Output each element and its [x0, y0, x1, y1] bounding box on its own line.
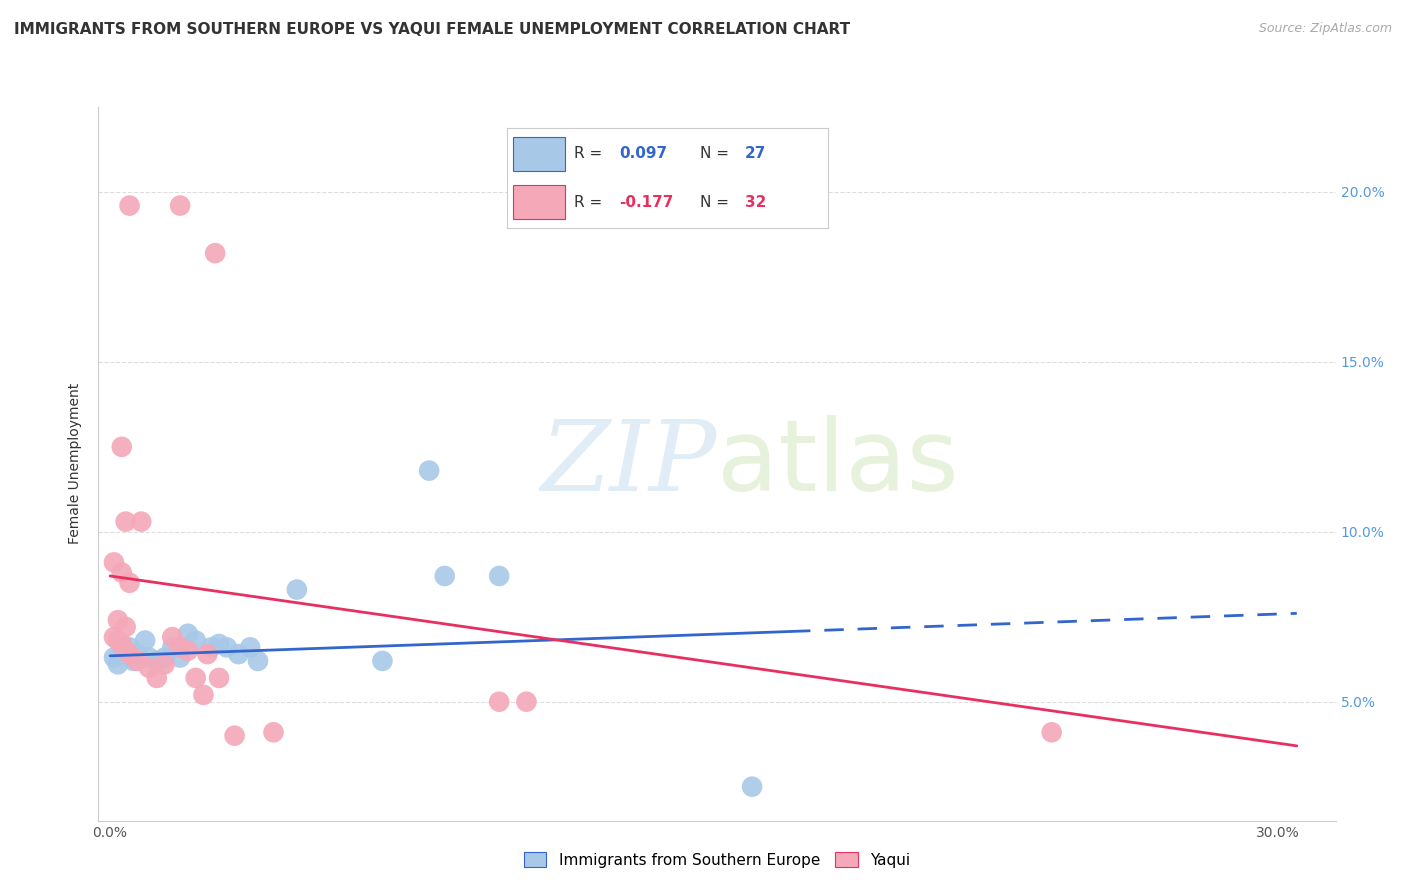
Point: [114, 644, 136, 658]
Point: [103, 630, 125, 644]
Point: [111, 440, 134, 454]
Point: [146, 671, 169, 685]
Text: IMMIGRANTS FROM SOUTHERN EUROPE VS YAQUI FEMALE UNEMPLOYMENT CORRELATION CHART: IMMIGRANTS FROM SOUTHERN EUROPE VS YAQUI…: [14, 22, 851, 37]
Point: [208, 637, 231, 651]
Point: [371, 654, 394, 668]
Point: [177, 644, 200, 658]
Point: [118, 647, 141, 661]
Point: [118, 640, 141, 655]
Point: [184, 671, 207, 685]
Text: atlas: atlas: [717, 416, 959, 512]
Point: [107, 633, 129, 648]
Point: [195, 647, 218, 661]
Point: [114, 515, 136, 529]
Point: [162, 640, 184, 655]
Point: [741, 780, 763, 794]
Point: [285, 582, 308, 597]
Point: [1040, 725, 1063, 739]
Point: [488, 569, 510, 583]
Point: [162, 630, 184, 644]
Point: [200, 640, 222, 655]
Point: [153, 650, 176, 665]
Text: ZIP: ZIP: [541, 417, 717, 511]
Point: [153, 657, 176, 672]
Point: [111, 637, 134, 651]
Point: [111, 640, 134, 655]
Point: [127, 654, 149, 668]
Legend: Immigrants from Southern Europe, Yaqui: Immigrants from Southern Europe, Yaqui: [517, 846, 917, 873]
Y-axis label: Female Unemployment: Female Unemployment: [69, 384, 83, 544]
Point: [129, 515, 152, 529]
Point: [107, 613, 129, 627]
Point: [134, 633, 156, 648]
Point: [177, 626, 200, 640]
Point: [224, 729, 246, 743]
Point: [114, 647, 136, 661]
Point: [118, 575, 141, 590]
Point: [122, 654, 145, 668]
Point: [488, 695, 510, 709]
Point: [114, 620, 136, 634]
Point: [169, 650, 191, 665]
Point: [118, 198, 141, 212]
Point: [246, 654, 269, 668]
Point: [263, 725, 285, 739]
Point: [184, 633, 207, 648]
Point: [418, 464, 440, 478]
Point: [146, 654, 169, 668]
Text: Source: ZipAtlas.com: Source: ZipAtlas.com: [1258, 22, 1392, 36]
Point: [127, 647, 149, 661]
Point: [433, 569, 456, 583]
Point: [138, 650, 160, 665]
Point: [103, 555, 125, 569]
Point: [138, 661, 160, 675]
Point: [169, 640, 191, 655]
Point: [103, 650, 125, 665]
Point: [228, 647, 250, 661]
Point: [215, 640, 238, 655]
Point: [204, 246, 226, 260]
Point: [169, 198, 191, 212]
Point: [239, 640, 262, 655]
Point: [111, 566, 134, 580]
Point: [193, 688, 215, 702]
Point: [107, 657, 129, 672]
Point: [515, 695, 537, 709]
Point: [208, 671, 231, 685]
